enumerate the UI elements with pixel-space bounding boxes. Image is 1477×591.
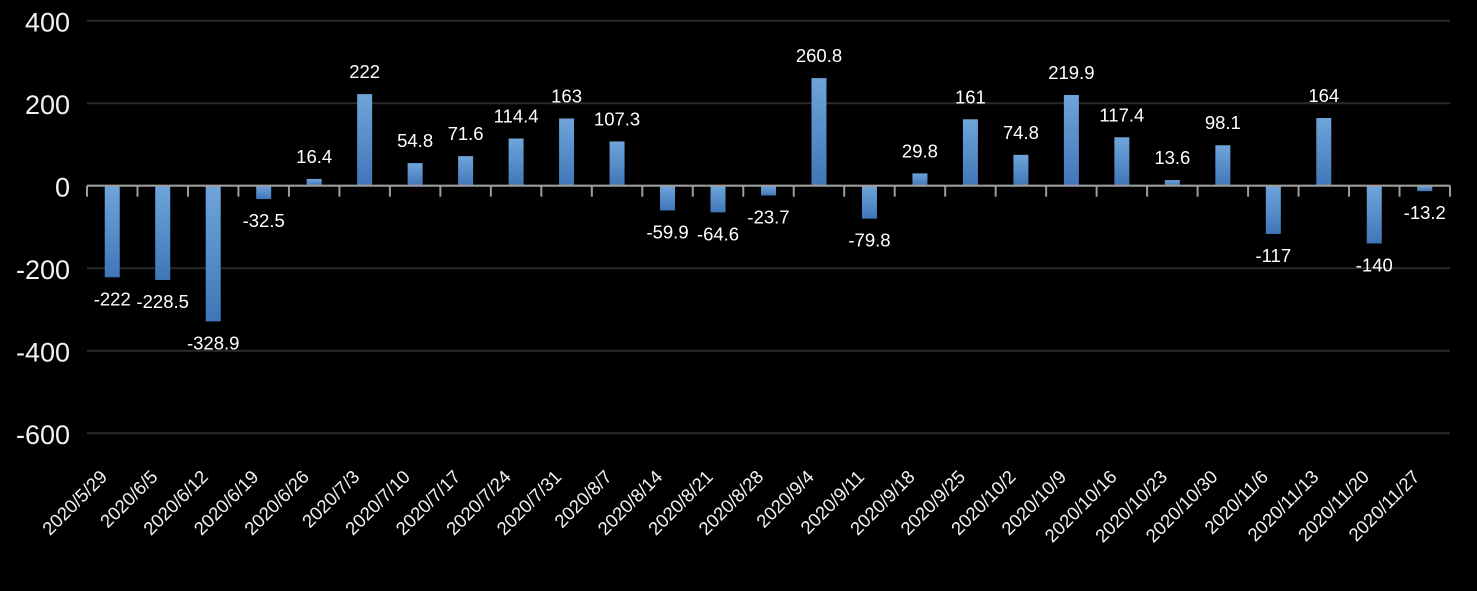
x-axis-labels: 2020/5/292020/6/52020/6/122020/6/192020/…	[38, 466, 1424, 546]
y-axis-label-400: 400	[25, 8, 70, 38]
y-axis-labels: 400 200 0 -200 -400 -600	[16, 8, 70, 451]
bar-2020/7/10	[407, 163, 423, 186]
bar-2020/9/18	[912, 173, 928, 186]
y-axis-label-0: 0	[55, 173, 70, 203]
bar-2020/7/31	[559, 118, 575, 186]
bar-2020/10/2	[1013, 154, 1029, 186]
data-labels: -222 -228.5 -328.9 -32.5 16.4 222 54.8 71.6 114.…	[94, 45, 1446, 353]
y-axis-label-200: 200	[25, 90, 70, 120]
bar-series	[104, 78, 1433, 322]
data-label-2020/6/26: 16.4	[296, 146, 332, 167]
bar-2020/7/24	[508, 138, 524, 186]
bar-2020/6/19	[256, 185, 272, 200]
bar-2020/9/4	[811, 78, 827, 186]
data-label-2020/6/12: -328.9	[187, 332, 239, 353]
data-label-2020/7/24: 114.4	[494, 106, 539, 127]
data-label-2020/11/13: 164	[1308, 85, 1339, 106]
data-label-2020/6/19: -32.5	[243, 210, 285, 231]
bar-2020/10/16	[1114, 137, 1130, 186]
bar-2020/8/21	[710, 185, 726, 213]
bar-2020/10/30	[1215, 145, 1231, 186]
data-label-2020/10/23: 13.6	[1154, 147, 1190, 168]
bar-2020/5/29	[104, 185, 120, 278]
data-label-2020/8/7: 107.3	[594, 108, 640, 129]
data-label-2020/5/29: -222	[94, 288, 131, 309]
data-label-2020/8/21: -64.6	[697, 223, 739, 244]
bar-2020/7/3	[357, 94, 373, 186]
bar-2020/7/17	[458, 156, 474, 186]
y-axis-label--600: -600	[16, 420, 70, 450]
bar-2020/6/26	[306, 178, 322, 186]
data-label-2020/10/30: 98.1	[1205, 112, 1241, 133]
bar-2020/11/27	[1417, 185, 1433, 192]
data-label-2020/10/2: 74.8	[1003, 122, 1039, 143]
y-axis-label--400: -400	[16, 338, 70, 368]
bar-2020/8/28	[761, 185, 776, 196]
data-label-2020/8/28: -23.7	[747, 206, 789, 227]
x-axis-label-2020/5/29: 2020/5/29	[38, 466, 111, 539]
data-label-2020/7/31: 163	[551, 85, 582, 106]
bar-2020/6/12	[205, 185, 221, 322]
data-label-2020/7/3: 222	[349, 61, 380, 82]
data-label-2020/9/25: 161	[955, 86, 986, 107]
data-label-2020/11/27: -13.2	[1404, 202, 1446, 223]
data-label-2020/11/6: -117	[1255, 245, 1291, 266]
data-label-2020/11/20: -140	[1356, 254, 1393, 275]
data-label-2020/10/16: 117.4	[1099, 104, 1144, 125]
data-label-2020/8/14: -59.9	[646, 221, 688, 242]
bar-2020/8/7	[609, 141, 625, 186]
bar-2020/9/25	[962, 119, 978, 186]
data-label-2020/7/17: 71.6	[448, 123, 484, 144]
data-label-2020/9/18: 29.8	[902, 140, 938, 161]
data-label-2020/9/4: 260.8	[796, 45, 842, 66]
data-label-2020/6/5: -228.5	[136, 291, 188, 312]
bar-2020/9/11	[861, 185, 877, 219]
data-label-2020/7/10: 54.8	[397, 130, 433, 151]
bar-2020/10/23	[1164, 180, 1180, 186]
bar-2020/10/9	[1063, 94, 1079, 186]
bar-2020/6/5	[155, 185, 171, 280]
x-axis	[86, 184, 1451, 197]
gridlines	[87, 19, 1450, 435]
data-label-2020/10/9: 219.9	[1048, 62, 1094, 83]
bar-2020/11/20	[1366, 185, 1382, 244]
bar-2020/11/6	[1265, 185, 1281, 234]
data-label-2020/9/11: -79.8	[848, 230, 890, 251]
y-axis-label--200: -200	[16, 255, 70, 285]
bar-2020/8/14	[660, 185, 676, 211]
bar-2020/11/13	[1316, 118, 1332, 186]
